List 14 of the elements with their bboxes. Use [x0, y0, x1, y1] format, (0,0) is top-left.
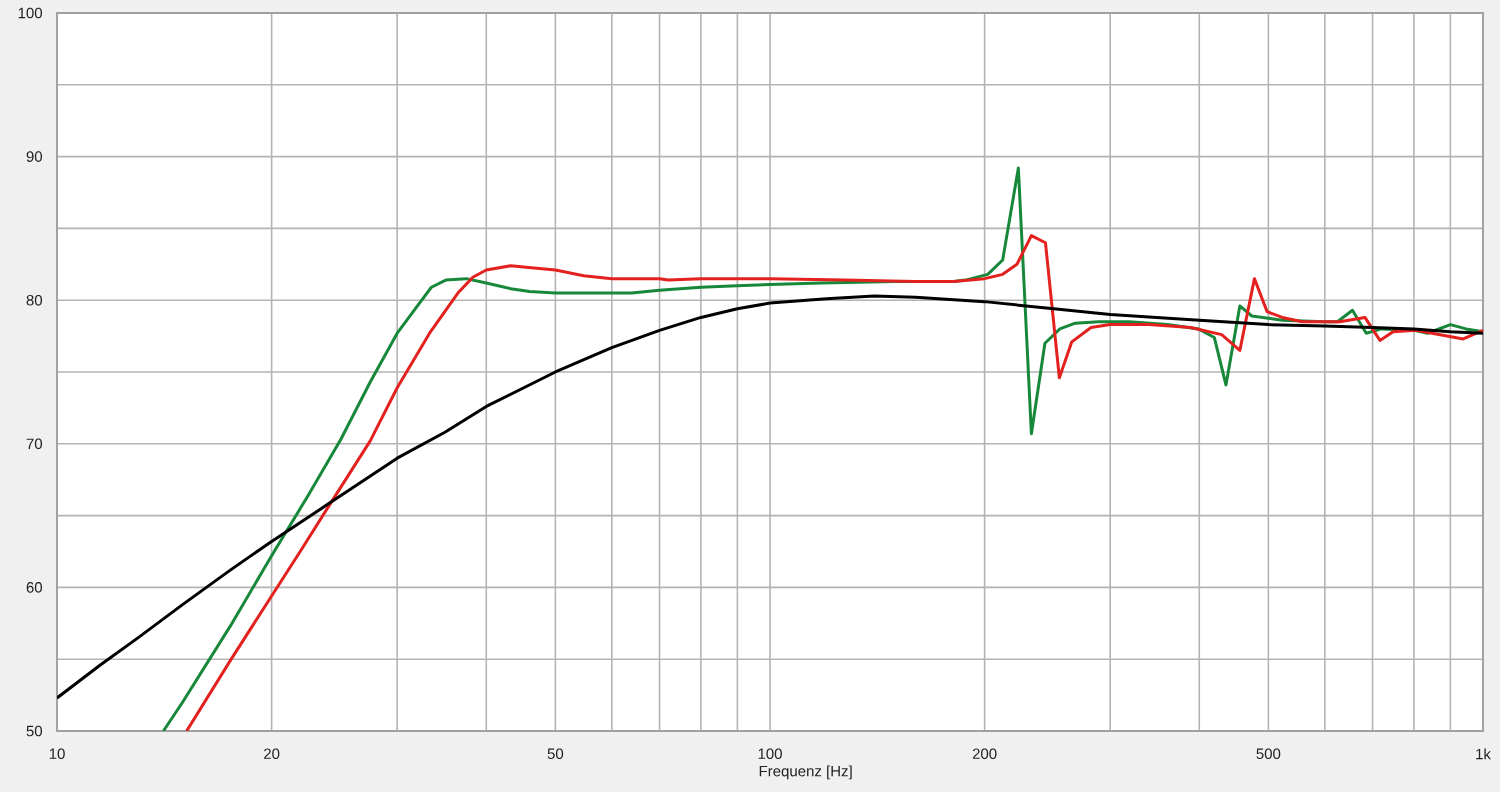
x-tick-label: 1k: [1476, 748, 1491, 760]
y-tick-label: 70: [26, 438, 43, 450]
x-tick-label: 20: [264, 748, 280, 760]
y-tick-label: 80: [26, 294, 43, 306]
x-tick-label: 10: [49, 748, 65, 760]
y-tick-label: 60: [26, 582, 43, 593]
x-tick-label: 100: [758, 748, 782, 760]
x-tick-label: 200: [972, 748, 997, 760]
x-axis-title: Frequenz [Hz]: [759, 765, 852, 780]
y-tick-label: 100: [18, 7, 43, 19]
y-tick-label: 50: [26, 725, 43, 737]
x-tick-label: 50: [547, 748, 564, 760]
y-tick-label: 90: [26, 151, 43, 162]
x-tick-label: 500: [1256, 748, 1281, 760]
